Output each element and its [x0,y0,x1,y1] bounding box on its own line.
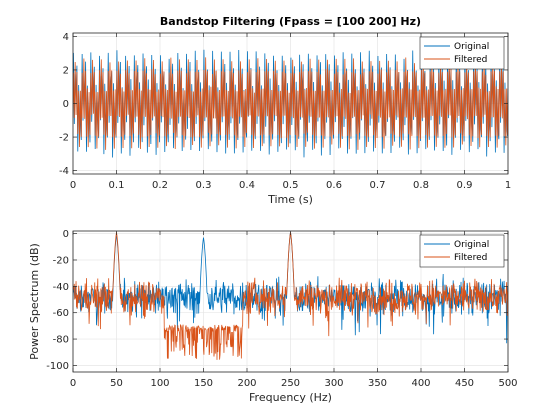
x-tick-label: 0 [70,378,76,389]
x-tick-label: 0.3 [196,180,212,191]
y-tick-label: 0 [63,229,69,240]
time-series-filtered-line [73,56,508,150]
x-tick-label: 0.8 [413,180,429,191]
x-tick-label: 0.1 [109,180,125,191]
time-legend-label-filtered: Filtered [454,55,487,65]
x-tick-label: 450 [455,378,474,389]
x-tick-label: 50 [110,378,123,389]
x-tick-label: 350 [368,378,387,389]
x-tick-label: 200 [237,378,256,389]
x-tick-label: 0.7 [370,180,386,191]
x-tick-label: 0.6 [326,180,342,191]
x-tick-label: 250 [281,378,300,389]
y-tick-label: -80 [53,335,69,346]
time-plot-xlabel: Time (s) [267,193,313,206]
y-tick-label: 2 [63,65,69,76]
x-tick-label: 100 [150,378,169,389]
spectrum-legend-label-filtered: Filtered [454,253,487,263]
y-tick-label: -4 [59,166,69,177]
x-tick-label: 400 [411,378,430,389]
time-domain-plot: 0 0.1 0.2 0.3 0.4 0.5 0.6 0.7 0.8 0.9 1 -4 -2 0 2 4 Ban… [59,15,511,206]
time-legend-box [419,36,505,70]
time-plot-title: Bandstop Filtering (Fpass = [100 200] Hz… [160,15,421,28]
x-tick-label: 150 [194,378,213,389]
x-tick-label: 500 [498,378,517,389]
time-plot-legend: Original Filtered [419,36,505,70]
y-tick-label: -100 [46,361,69,372]
x-tick-label: 0.4 [239,180,255,191]
spectrum-plot-legend: Original Filtered [419,234,505,268]
y-tick-label: -60 [53,308,69,319]
spectrum-plot: 0 50 100 150 200 250 300 350 400 450 500 0 -20 -40 -60… [28,229,518,404]
x-tick-label: 0.5 [283,180,299,191]
y-tick-label: -2 [59,133,69,144]
time-plot-ticks: 0 0.1 0.2 0.3 0.4 0.5 0.6 0.7 0.8 0.9 1 -4 -2 0 2 4 [59,32,511,191]
y-tick-label: 4 [63,32,69,43]
y-tick-label: 0 [63,99,69,110]
spectrum-legend-box [419,234,505,268]
y-tick-label: -40 [53,282,69,293]
y-tick-label: -20 [53,255,69,266]
x-tick-label: 0.9 [457,180,473,191]
x-tick-label: 0 [70,180,76,191]
time-legend-label-original: Original [454,42,489,52]
spectrum-plot-ticks: 0 50 100 150 200 250 300 350 400 450 500 0 -20 -40 -60… [46,229,517,389]
spectrum-legend-label-original: Original [454,240,489,250]
x-tick-label: 300 [324,378,343,389]
x-tick-label: 0.2 [152,180,168,191]
x-tick-label: 1 [505,180,511,191]
spectrum-plot-xlabel: Frequency (Hz) [249,391,332,404]
spectrum-plot-ylabel: Power Spectrum (dB) [28,243,41,360]
